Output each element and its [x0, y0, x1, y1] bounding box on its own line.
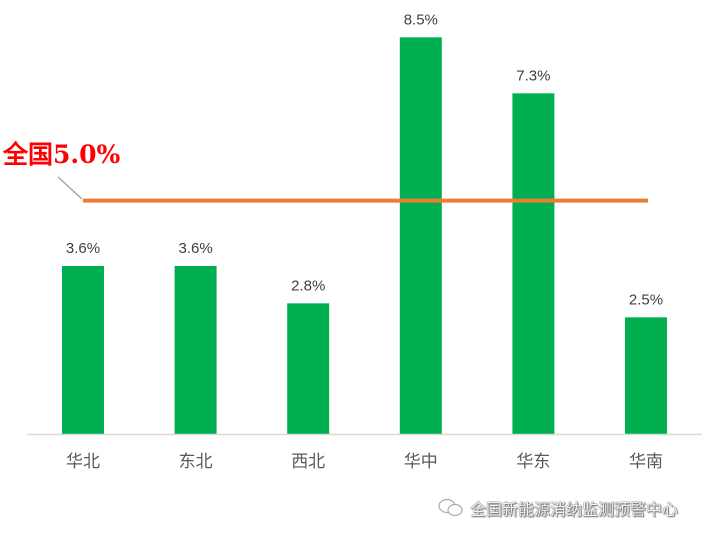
reference-leader-line	[57, 176, 83, 200]
category-label-2: 西北	[291, 452, 325, 472]
category-label-3: 华中	[404, 452, 438, 472]
bar-0	[62, 266, 104, 434]
data-label-0: 3.6%	[66, 240, 100, 257]
data-label-2: 2.8%	[291, 277, 325, 294]
wechat-icon	[438, 498, 463, 517]
data-label-1: 3.6%	[178, 240, 212, 257]
data-label-3: 8.5%	[404, 11, 438, 28]
category-label-1: 东北	[179, 452, 213, 472]
watermark-text: 全国新能源消纳监测预警中心	[470, 500, 679, 519]
watermark: 全国新能源消纳监测预警中心	[438, 496, 678, 520]
category-label-5: 华南	[629, 452, 663, 472]
bar-1	[174, 266, 217, 434]
category-label-4: 华东	[516, 452, 550, 472]
bar-5	[625, 317, 667, 434]
reference-label: 全国5.0%	[2, 140, 120, 169]
data-label-5: 2.5%	[629, 291, 663, 308]
category-label-0: 华北	[66, 452, 100, 472]
bar-2	[287, 303, 330, 434]
bar-3	[399, 37, 442, 434]
bar-4	[512, 93, 555, 434]
data-label-4: 7.3%	[516, 67, 550, 84]
